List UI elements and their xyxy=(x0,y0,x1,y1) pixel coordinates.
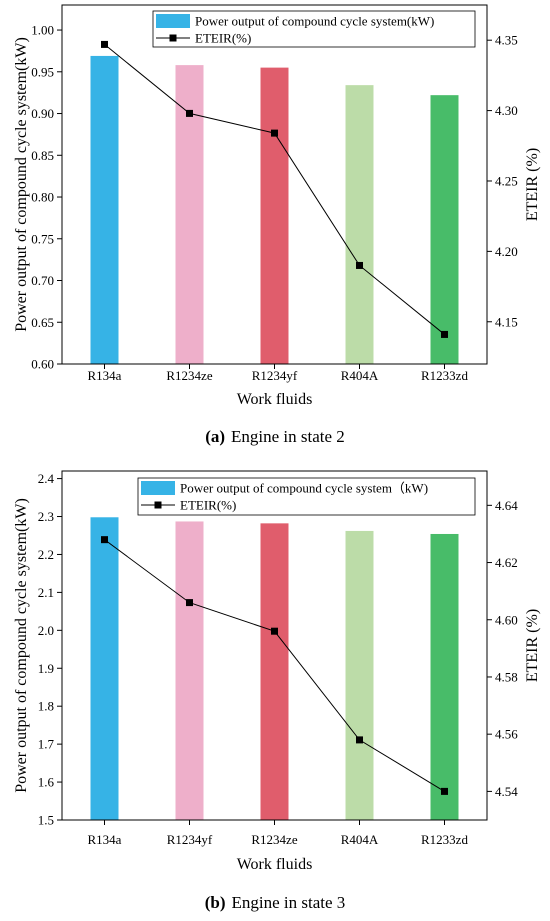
legend-bar-swatch xyxy=(141,481,175,495)
category-label: R404A xyxy=(341,368,379,383)
y2-tick-label: 4.56 xyxy=(495,727,518,742)
chart-1: 0.60 0.65 0.70 0.75 0.80 0.85 0.90 0.95 1.00 4.15… xyxy=(13,4,541,446)
legend: Power output of compound cycle system(kW… xyxy=(152,10,476,48)
bar-r1234yf xyxy=(260,67,289,365)
legend: Power output of compound cycle system（kW… xyxy=(137,477,476,516)
chart-2: 1.5 1.6 1.7 1.8 1.9 2.0 2.1 2.2 2.3 2.4 4.54 4.56 4.… xyxy=(13,470,541,912)
category-label: R1233zd xyxy=(421,368,468,383)
eteir-point xyxy=(441,330,448,338)
eteir-point xyxy=(271,627,278,635)
category-label: R134a xyxy=(88,832,122,847)
category-label: R1233zd xyxy=(421,832,468,847)
legend-bar-label: Power output of compound cycle system(kW… xyxy=(195,14,434,29)
caption-tag: (b) xyxy=(205,893,226,912)
y-tick-label: 0.95 xyxy=(31,64,54,79)
eteir-point xyxy=(441,787,448,795)
y2-tick-label: 4.25 xyxy=(495,173,518,188)
category-label: R1234ze xyxy=(251,832,297,847)
y-tick-label: 0.75 xyxy=(31,231,54,246)
y2-tick-label: 4.35 xyxy=(495,33,518,48)
y-tick-label: 1.7 xyxy=(38,737,55,752)
eteir-point xyxy=(186,599,193,607)
legend-bar-label: Power output of compound cycle system（kW… xyxy=(180,481,428,496)
legend-line-label: ETEIR(%) xyxy=(195,31,251,46)
bar-r404a xyxy=(345,530,374,820)
figure-caption: (a) Engine in state 2 xyxy=(205,427,345,446)
bar-r404a xyxy=(345,85,374,364)
caption-text: Engine in state 2 xyxy=(231,427,345,446)
x-axis-label: Work fluids xyxy=(237,391,313,408)
y-tick-label: 0.60 xyxy=(31,357,54,372)
category-label: R404A xyxy=(341,832,379,847)
caption-text: Engine in state 3 xyxy=(232,893,346,912)
bar-r134a xyxy=(90,55,119,364)
y-axis-label: Power output of compound cycle system(kW… xyxy=(13,498,30,793)
y-tick-label: 2.3 xyxy=(38,509,54,524)
y-tick-label: 0.65 xyxy=(31,315,54,330)
y-tick-label: 1.6 xyxy=(38,775,55,790)
y-tick-label: 1.9 xyxy=(38,661,54,676)
eteir-point xyxy=(101,536,108,544)
x-axis-label: Work fluids xyxy=(237,856,313,873)
category-label: R1234ze xyxy=(166,368,212,383)
figure-caption: (b) Engine in state 3 xyxy=(205,893,346,912)
bar-r1234yf xyxy=(175,521,204,820)
y-tick-label: 0.70 xyxy=(31,273,54,288)
y2-axis-label: ETEIR (%) xyxy=(524,148,541,221)
y2-tick-label: 4.54 xyxy=(495,784,518,799)
y-tick-label: 1.5 xyxy=(38,813,54,828)
y-axis-label: Power output of compound cycle system(kW… xyxy=(13,37,30,332)
legend-line-label: ETEIR(%) xyxy=(180,498,236,513)
legend-bar-swatch xyxy=(156,14,190,28)
y2-tick-label: 4.58 xyxy=(495,669,518,684)
legend-box xyxy=(137,477,476,516)
eteir-point xyxy=(101,40,108,48)
y2-tick-label: 4.20 xyxy=(495,244,518,259)
category-label: R1234yf xyxy=(252,368,298,383)
y-tick-label: 2.2 xyxy=(38,547,54,562)
bar-r1234ze xyxy=(260,523,289,820)
y-tick-label: 2.0 xyxy=(38,623,54,638)
y-tick-label: 1.8 xyxy=(38,699,54,714)
y2-tick-label: 4.60 xyxy=(495,612,518,627)
y-tick-label: 0.85 xyxy=(31,148,54,163)
y2-tick-label: 4.62 xyxy=(495,555,518,570)
y-tick-label: 0.90 xyxy=(31,106,54,121)
y2-tick-label: 4.15 xyxy=(495,314,518,329)
y-tick-label: 1.00 xyxy=(31,23,54,38)
category-label: R134a xyxy=(88,368,122,383)
y-tick-label: 0.80 xyxy=(31,190,54,205)
caption-tag: (a) xyxy=(205,427,225,446)
bar-r1233zd xyxy=(430,95,459,364)
legend-box xyxy=(152,10,476,48)
eteir-point xyxy=(356,261,363,269)
y2-axis-label: ETEIR (%) xyxy=(524,609,541,682)
category-label: R1234yf xyxy=(167,832,213,847)
legend-line-marker xyxy=(169,34,177,42)
eteir-point xyxy=(356,736,363,744)
y-tick-label: 2.1 xyxy=(38,585,54,600)
y-tick-label: 2.4 xyxy=(38,471,55,486)
eteir-point xyxy=(186,109,193,117)
legend-line-marker xyxy=(154,501,162,509)
eteir-point xyxy=(271,129,278,137)
bar-r1233zd xyxy=(430,533,459,820)
y2-tick-label: 4.30 xyxy=(495,103,518,118)
bar-r134a xyxy=(90,517,119,820)
y2-tick-label: 4.64 xyxy=(495,498,518,513)
